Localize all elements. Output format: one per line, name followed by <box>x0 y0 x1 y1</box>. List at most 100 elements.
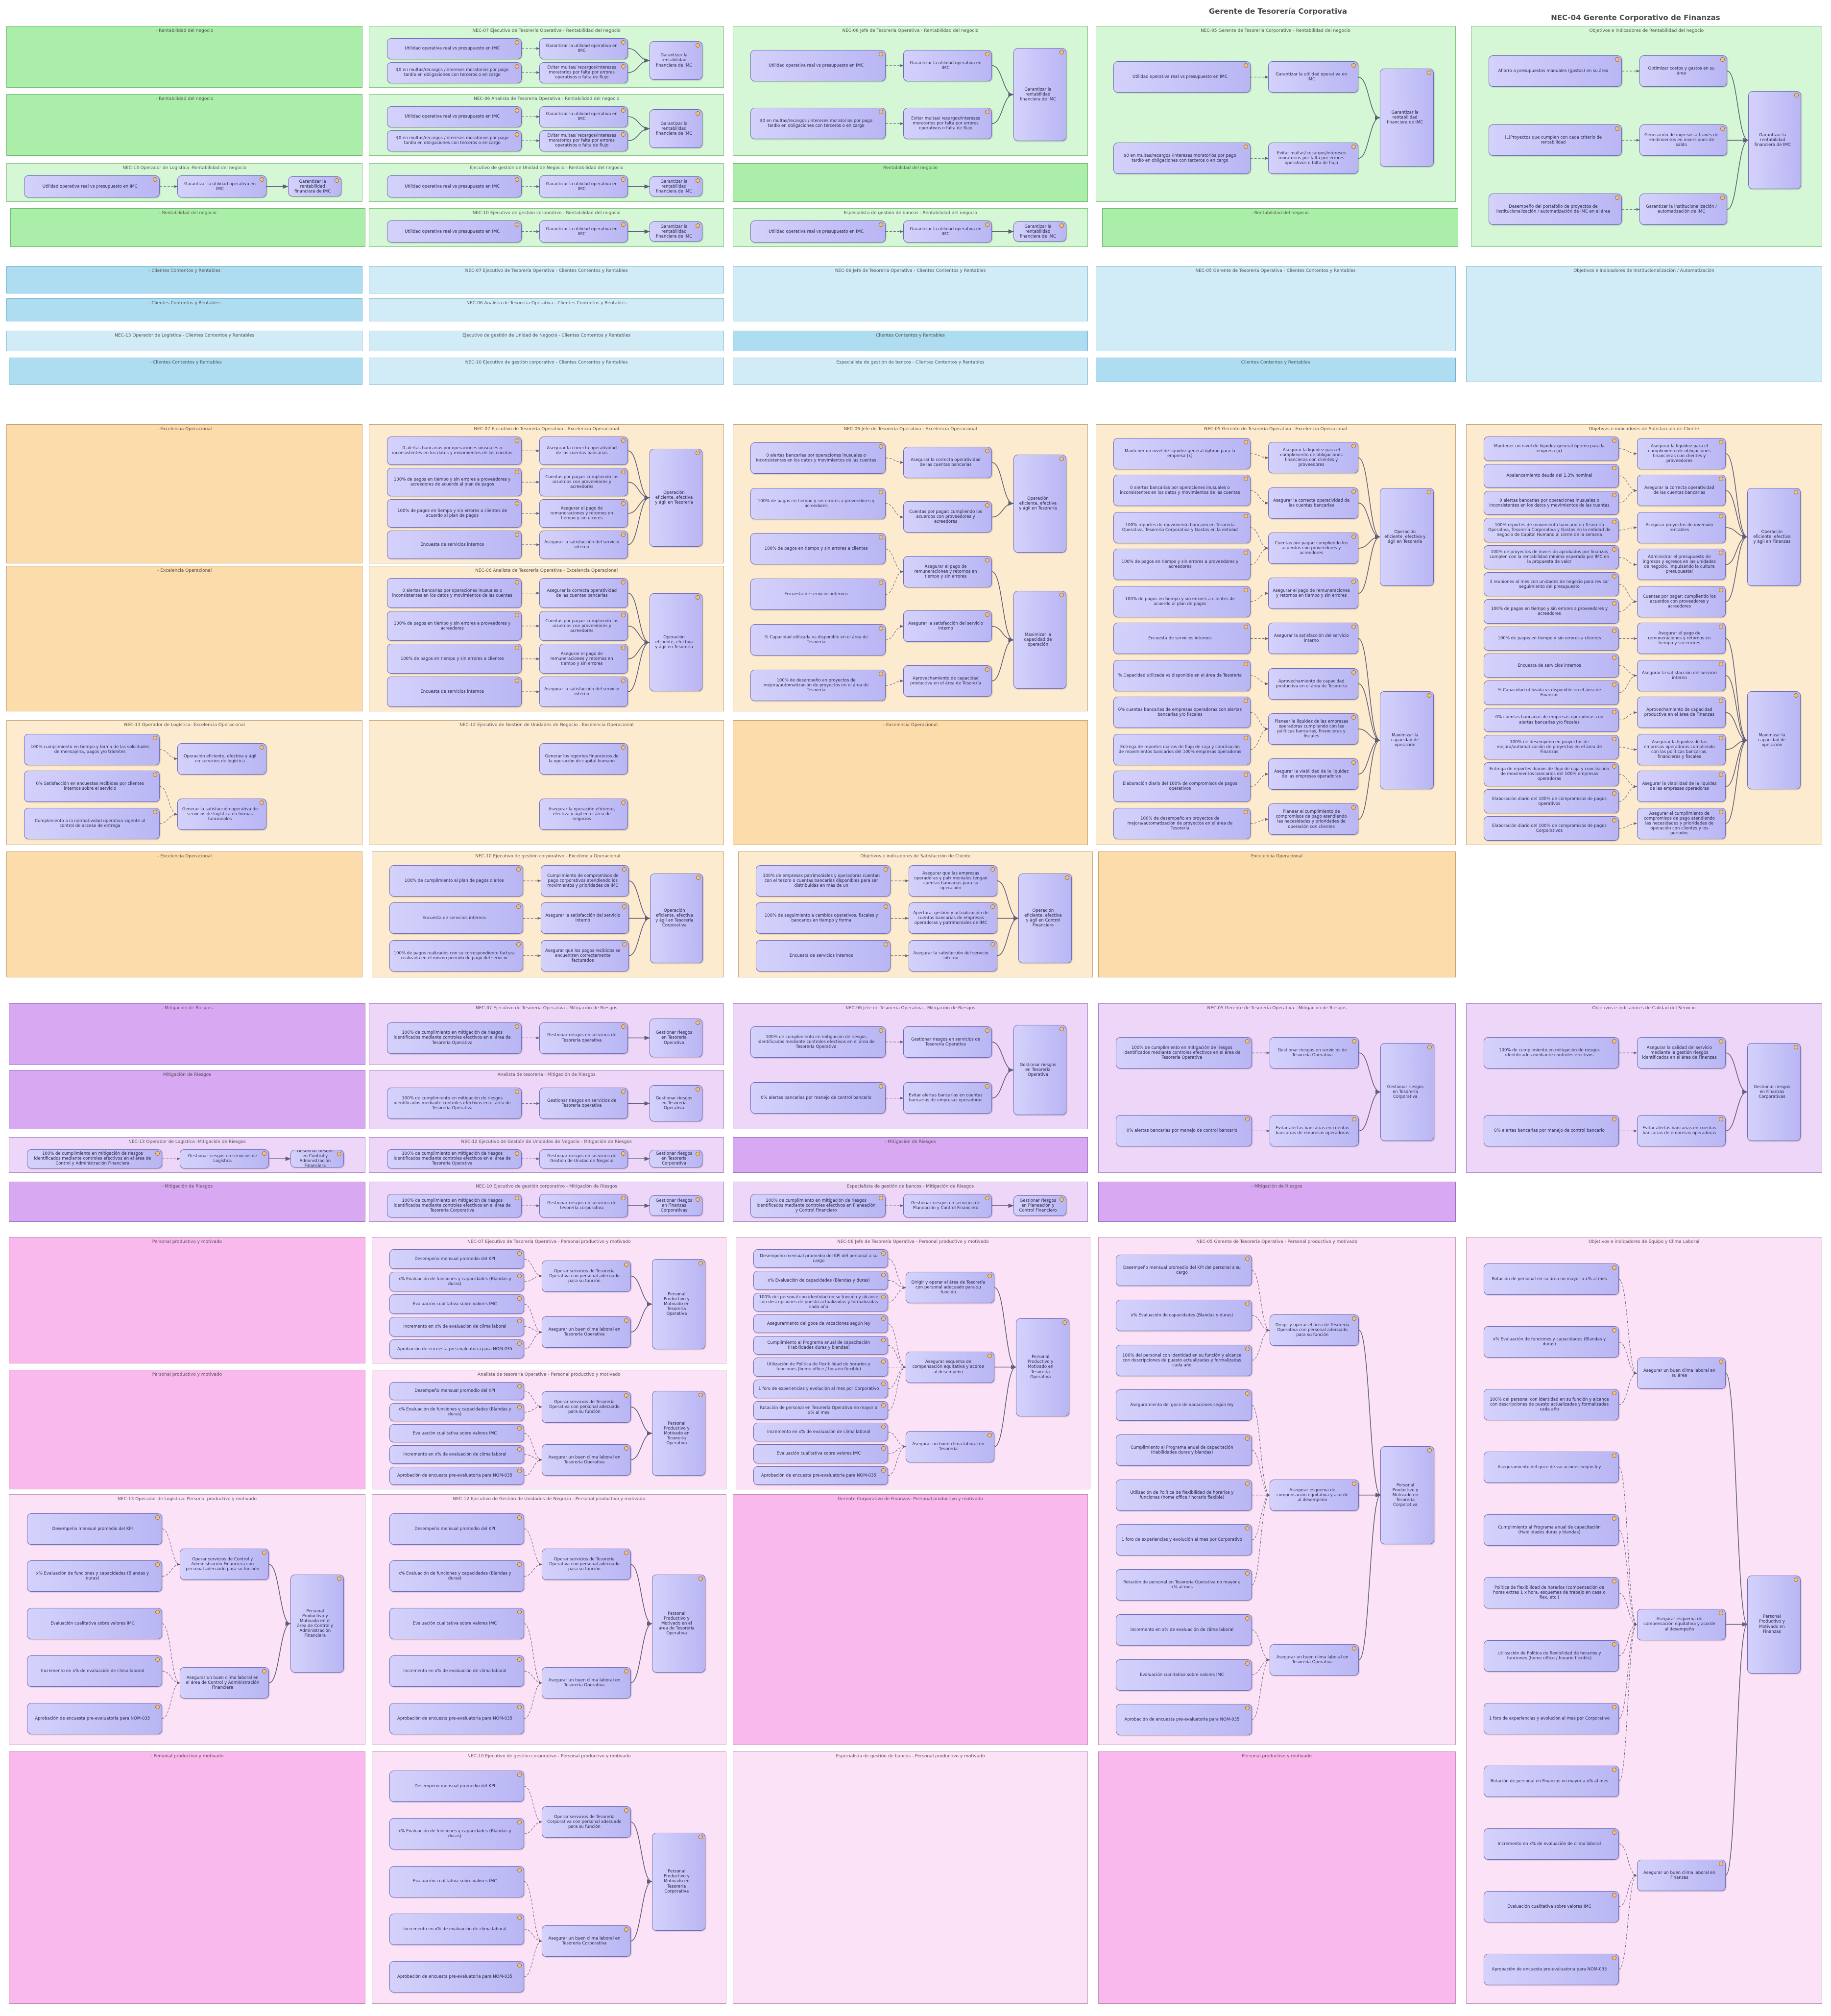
kpi-node: 100% del personal con identidad en su fu… <box>1116 1344 1252 1376</box>
node-icon <box>696 111 700 116</box>
objective-node: Gestionar riesgos en servicios de Tesore… <box>1270 1037 1359 1069</box>
kpi-node: Encuesta de servicios internos <box>750 579 886 610</box>
panel: Especialista de gestión de bancos - Clie… <box>733 357 1088 385</box>
node-icon <box>152 177 157 182</box>
node-label: Garantizar la rentabilidad financiera de… <box>1387 110 1423 125</box>
kpi-node: Utilización de Política de flexibilidad … <box>1116 1479 1252 1511</box>
node-label: Elaboración diario del 100% de compromis… <box>1492 796 1607 806</box>
node-icon <box>517 1772 522 1777</box>
node-label: Gestionar riesgos en Planeación y Contro… <box>1019 1198 1057 1214</box>
node-label: x% Evaluación de funciones y capacidades… <box>398 1407 511 1417</box>
node-label: Gestionar riesgos en servicios de tesore… <box>547 1201 617 1211</box>
edge <box>1358 534 1381 594</box>
kpi-node: Cumplimiento al Programa anual de capaci… <box>753 1336 889 1355</box>
panel: NEC-07 Ejecutivo de Tesorería Operativa … <box>369 266 724 293</box>
node-icon <box>881 1316 886 1321</box>
node-icon <box>988 1433 992 1437</box>
kpi-node: Mantener un nivel de liquidez general óp… <box>1483 437 1619 461</box>
node-label: Apertura, gestión y actualización de cue… <box>913 911 988 926</box>
edge <box>1252 1629 1270 1661</box>
edge <box>1619 774 1638 788</box>
node-icon <box>1719 1861 1724 1866</box>
node-icon <box>514 646 519 651</box>
node-label: Encuesta de servicios internos <box>1148 636 1212 641</box>
node-label: x% Evaluación de funciones y capacidades… <box>398 1277 511 1287</box>
edge <box>1726 534 1748 565</box>
panel: Ejecutivo de gestión de Unidad de Negoci… <box>369 330 724 351</box>
node-label: Personal Productivo y Motivado en el áre… <box>297 1609 334 1639</box>
node-label: Generar la satisfacción operativa de ser… <box>182 806 258 822</box>
kpi-node: x% Evaluación de funciones y capacidades… <box>389 1560 525 1592</box>
node-icon <box>621 470 626 475</box>
edge <box>991 462 1014 506</box>
node-label: $0 en multas/recargos /intereses morator… <box>760 119 872 129</box>
node-label: Aprobación de encuesta pre-evaluatoria p… <box>761 1473 876 1478</box>
objective-node: Garantizar la utilidad operativa en IMC <box>539 220 628 243</box>
edge <box>162 1681 181 1719</box>
node-icon <box>1720 195 1725 200</box>
kpi-node: Utilidad operativa real vs presupuesto e… <box>750 220 886 243</box>
edge <box>1619 665 1638 677</box>
node-label: 100% de cumplimiento al plan de pagos di… <box>404 878 504 883</box>
panel-title: Objetivos e indicadores de Equipo y Clim… <box>1588 1239 1700 1245</box>
panel-title: - Clientes Contentos y Rentables <box>148 301 221 306</box>
objective-node: Operación eficiente, efectiva y ágil en … <box>177 743 266 775</box>
objective-node: Asegurar el pago de remuneraciones y ret… <box>539 644 628 674</box>
edge <box>888 1258 906 1289</box>
node-label: x% Evaluación de funciones y capacidades… <box>398 1571 511 1581</box>
node-icon <box>622 942 626 947</box>
node-label: $0 en multas/recargos /intereses morator… <box>396 136 509 146</box>
objective-node: Garantizar la utilidad operativa en IMC <box>903 220 992 243</box>
node-icon <box>516 942 521 947</box>
objective-node: Asegurar la satisfacción del servicio in… <box>540 902 629 934</box>
node-icon <box>1615 126 1620 131</box>
panel-title: Objetivos e indicadores de Satisfacción … <box>860 853 971 859</box>
node-label: Asegurar la viabilidad de la liquidez de… <box>1642 781 1717 792</box>
node-label: Operar servicios de Tesorería Operativa … <box>549 1399 620 1414</box>
edge <box>524 1563 543 1577</box>
node-label: Utilidad operativa real vs presupuesto e… <box>1132 74 1228 80</box>
objective-node: Gestionar riesgos en servicios de Tesore… <box>903 1026 992 1058</box>
node-label: 100% de seguimiento a cambios operativos… <box>764 913 878 923</box>
edge <box>628 592 650 645</box>
edge <box>628 116 650 131</box>
panel-title: Personal productivo y motivado <box>152 1372 222 1377</box>
node-icon <box>696 451 700 455</box>
kpi-node: Aprobación de encuesta pre-evaluatoria p… <box>753 1466 889 1485</box>
kpi-node: 0% alertas bancarias por manejo de contr… <box>1483 1115 1619 1147</box>
edge <box>1618 1467 1638 1626</box>
panel: - Rentabilidad del negocio <box>6 94 363 156</box>
panel-title: - Personal productivo y motivado <box>150 1754 224 1759</box>
node-label: Personal Productivo y Motivado en el áre… <box>658 1611 695 1636</box>
node-icon <box>517 1341 522 1346</box>
objective-node: Gestionar riesgos en servicios de Tesore… <box>539 1088 628 1119</box>
node-label: Incremento en x% de evaluación de clima … <box>403 1452 506 1457</box>
node-label: Asegurar un buen clima laboral en Tesore… <box>912 1441 985 1452</box>
kpi-node: Aprobación de encuesta pre-evaluatoria p… <box>389 1961 525 1993</box>
objective-node: Generar la satisfacción operativa de ser… <box>177 798 266 830</box>
kpi-node: 0 alertas bancarias por operaciones inus… <box>386 578 522 608</box>
objective-node: Operar servicios de Tesorería Operativa … <box>542 1549 631 1580</box>
edge <box>524 1681 543 1719</box>
panel-title: NEC-13 Operador de Logística -Mitigación… <box>128 1139 246 1144</box>
node-icon <box>988 1353 992 1358</box>
edge <box>1619 526 1638 531</box>
edge <box>628 48 650 63</box>
kpi-node: 0% alertas bancarias por manejo de contr… <box>750 1082 886 1114</box>
node-label: Incremento en x% de evaluación de clima … <box>403 1668 506 1674</box>
kpi-node: Rotación de personal en su área no mayor… <box>1483 1263 1619 1295</box>
node-icon <box>624 1808 628 1813</box>
node-icon <box>517 1318 522 1323</box>
node-label: Utilización de Política de flexibilidad … <box>1497 1651 1601 1661</box>
edge <box>628 482 650 500</box>
node-icon <box>1719 661 1724 666</box>
panel-title: Especialista de gestión de bancos - Clie… <box>836 360 985 365</box>
node-icon <box>514 40 519 45</box>
edge <box>630 1822 653 1884</box>
kpi-node: Mantener un nivel de liquidez general óp… <box>1113 437 1251 469</box>
panel-title: NEC-12 Ejecutivo de Gestión de Unidades … <box>461 1139 632 1144</box>
kpi-node: 100% de pagos en tiempo y sin errores a … <box>386 499 522 528</box>
panel-title: NEC-05 Gerente de Tesorería Operativa - … <box>1196 1239 1357 1245</box>
node-icon <box>1612 1454 1617 1458</box>
node-label: Evitar multas/ recargos/intereses morato… <box>1277 151 1346 166</box>
